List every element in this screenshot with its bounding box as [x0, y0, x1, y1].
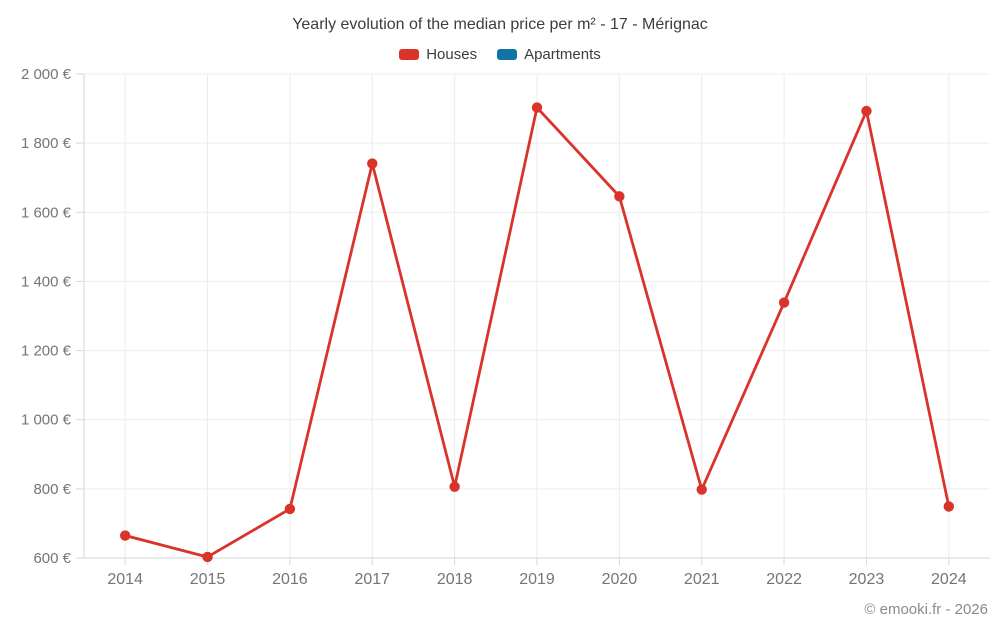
y-tick-label: 1 400 € [21, 273, 72, 290]
apartments-swatch-icon [497, 49, 518, 60]
x-tick-label: 2020 [602, 571, 638, 588]
x-tick-label: 2016 [272, 571, 308, 588]
chart-credit: © emooki.fr - 2026 [864, 601, 988, 618]
x-tick-label: 2018 [437, 571, 473, 588]
y-tick-label: 2 000 € [21, 66, 72, 83]
x-tick-label: 2022 [766, 571, 802, 588]
data-point-houses-2021[interactable] [696, 484, 707, 495]
legend-label-houses: Houses [426, 46, 478, 63]
data-point-houses-2016[interactable] [284, 503, 296, 515]
legend-item-houses[interactable]: Houses [399, 46, 477, 63]
y-tick-label: 1 800 € [21, 135, 72, 152]
y-tick-label: 1 600 € [21, 204, 72, 221]
chart-legend: Houses Apartments [0, 46, 1000, 63]
data-point-houses-2014[interactable] [119, 530, 131, 541]
x-tick-label: 2015 [190, 571, 226, 588]
x-tick-label: 2014 [107, 571, 143, 588]
x-tick-label: 2024 [931, 571, 967, 588]
data-point-houses-2017[interactable] [367, 158, 378, 169]
x-tick-label: 2017 [354, 571, 390, 588]
y-tick-label: 1 200 € [21, 343, 72, 360]
houses-swatch-icon [399, 49, 420, 60]
y-tick-label: 800 € [33, 481, 71, 498]
data-point-houses-2022[interactable] [778, 297, 790, 308]
x-tick-label: 2021 [684, 571, 720, 588]
chart-title: Yearly evolution of the median price per… [292, 16, 708, 33]
y-tick-label: 600 € [33, 550, 71, 567]
x-tick-label: 2023 [849, 571, 885, 588]
data-point-houses-2015[interactable] [202, 551, 213, 563]
data-point-houses-2019[interactable] [531, 102, 543, 113]
data-point-houses-2023[interactable] [861, 105, 872, 117]
x-tick-label: 2019 [519, 571, 555, 588]
data-point-houses-2024[interactable] [943, 501, 955, 512]
data-point-houses-2020[interactable] [614, 191, 625, 202]
data-point-houses-2018[interactable] [449, 481, 460, 492]
legend-item-apartments[interactable]: Apartments [497, 46, 601, 63]
y-tick-label: 1 000 € [21, 412, 72, 429]
legend-label-apartments: Apartments [524, 46, 601, 63]
